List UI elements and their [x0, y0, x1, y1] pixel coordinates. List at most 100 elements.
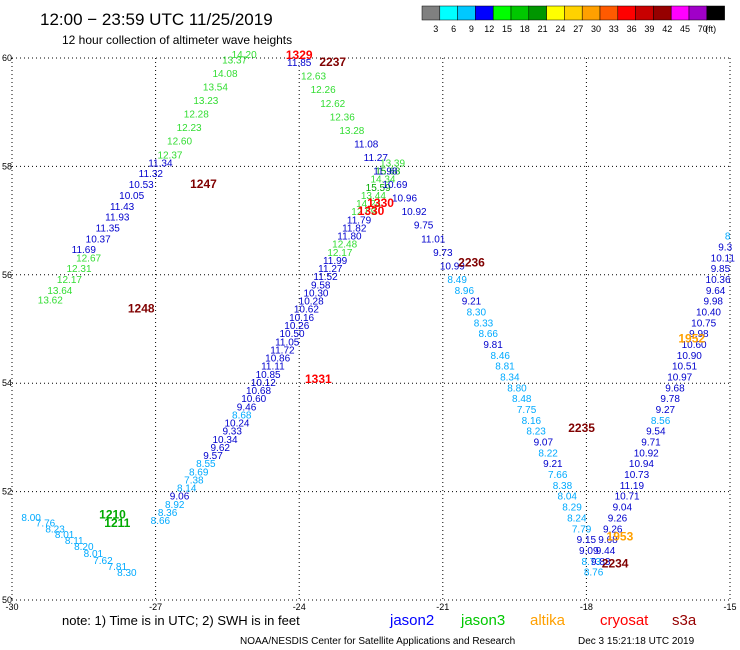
swh-value-label: 8 [725, 232, 731, 243]
swh-value-label: 8.55 [196, 459, 216, 470]
scale-swatch [510, 5, 530, 21]
swh-value-label: 9.33 [222, 427, 242, 438]
swh-value-label: 8.81 [495, 362, 515, 373]
swh-labels: 8.007.768.238.018.118.208.017.627.818.30… [21, 50, 735, 579]
swh-value-label: 10.92 [634, 448, 659, 459]
legend-s3a: s3a [672, 612, 697, 629]
swh-value-label: 12.31 [66, 264, 91, 275]
swh-value-label: 11.99 [323, 256, 348, 267]
swh-value-label: 9.85 [711, 264, 731, 275]
swh-value-label: 8.33 [474, 318, 494, 329]
swh-value-label: 13.23 [193, 96, 218, 107]
swh-value-label: 9.3 [718, 242, 732, 253]
swh-value-label: 10.96 [392, 194, 417, 205]
swh-value-label: 12.26 [311, 85, 336, 96]
swh-value-label: 8.48 [512, 394, 532, 405]
swh-value-label: 9.98 [704, 297, 724, 308]
swh-value-label: 8.04 [558, 492, 578, 503]
swh-value-label: 11.85 [287, 58, 312, 69]
swh-value-label: 8.73 [581, 557, 601, 568]
x-tick-label: -15 [723, 602, 736, 612]
swh-value-label: 8.11 [65, 536, 84, 547]
swh-value-label: 10.36 [706, 275, 731, 286]
swh-value-label: 10.90 [677, 351, 702, 362]
chart-title: 12:00 − 23:59 UTC 11/25/2019 [40, 10, 273, 29]
swh-value-label: 12.17 [327, 248, 352, 259]
swh-value-label: 10.71 [615, 492, 640, 503]
swh-value-label: 11.43 [110, 202, 135, 213]
swh-value-label: 12.28 [184, 110, 209, 121]
scale-swatch [653, 5, 672, 21]
swh-value-label: 8.01 [84, 549, 104, 560]
pass-time-label: 1248 [128, 302, 155, 316]
swh-value-label: 10.05 [119, 191, 144, 202]
swh-value-label: 10.37 [86, 234, 111, 245]
swh-value-label: 11.05 [275, 337, 300, 348]
scale-label: 39 [644, 24, 654, 34]
swh-value-label: 8.29 [562, 503, 582, 514]
swh-value-label: 11.01 [421, 234, 446, 245]
pass-time-label: 1952 [678, 332, 705, 346]
swh-value-label: 8.34 [500, 372, 520, 383]
swh-value-label: 8.23 [45, 524, 65, 535]
swh-value-label: 11.79 [347, 215, 372, 226]
swh-value-label: 13.44 [361, 191, 386, 202]
pass-time-label: 2237 [319, 55, 346, 69]
scale-swatch [617, 5, 636, 21]
swh-value-label: 10.97 [667, 372, 692, 383]
swh-value-label: 8.66 [479, 329, 499, 340]
swh-value-label: 8.24 [567, 513, 587, 524]
swh-value-label: 8.30 [467, 307, 487, 318]
swh-value-label: 9.21 [543, 459, 563, 470]
swh-value-label: 7.62 [93, 556, 113, 567]
y-tick-label: 52 [2, 487, 12, 497]
swh-value-label: 9.21 [462, 297, 482, 308]
swh-value-label: 10.24 [224, 419, 249, 430]
swh-value-label: 12.17 [57, 275, 82, 286]
swh-value-label: 8.96 [455, 286, 475, 297]
axis-ticks: -30 -27 -24 -21 -18 -15 50 52 54 56 58 60 [2, 53, 737, 612]
footer-timestamp: Dec 3 15:21:18 UTC 2019 [578, 636, 695, 647]
swh-value-label: 10.30 [303, 288, 328, 299]
swh-value-label: 8.01 [55, 530, 75, 541]
scale-swatch [439, 5, 458, 21]
swh-value-label: 11.08 [354, 139, 379, 150]
swh-value-label: 11.80 [337, 232, 362, 243]
swh-value-label: 10.12 [251, 378, 276, 389]
swh-value-label: 8.14 [177, 484, 197, 495]
swh-value-label: 11.93 [105, 213, 130, 224]
y-tick-label: 54 [2, 378, 12, 388]
swh-value-label: 7.81 [108, 562, 128, 573]
swh-value-label: 15.59 [366, 183, 391, 194]
swh-value-label: 10.99 [440, 261, 465, 272]
pass-time-label: 2234 [602, 556, 629, 570]
pass-time-label: 1247 [190, 177, 217, 191]
scale-label: 21 [538, 24, 548, 34]
swh-value-label: 7.75 [517, 405, 537, 416]
swh-value-label: 9.26 [608, 513, 628, 524]
swh-value-label: 11.35 [96, 223, 121, 234]
swh-value-label: 12.48 [332, 240, 357, 251]
swh-value-label: 8.46 [491, 351, 511, 362]
scale-label: 33 [609, 24, 619, 34]
swh-value-label: 10.16 [289, 313, 314, 324]
swh-value-label: 9.54 [646, 427, 666, 438]
scale-label: 18 [520, 24, 530, 34]
swh-value-label: 9.98 [689, 329, 709, 340]
satellite-legend: jason2 jason3 altika cryosat s3a [389, 612, 697, 629]
swh-value-label: 8.69 [189, 467, 209, 478]
scale-swatch [688, 5, 708, 21]
legend-jason3: jason3 [460, 612, 505, 629]
swh-value-label: 8.80 [507, 383, 527, 394]
pass-time-label: 1210 [99, 508, 126, 522]
scale-swatch [421, 5, 441, 21]
swh-value-label: 10.60 [682, 340, 707, 351]
x-tick-label: -27 [149, 602, 162, 612]
swh-value-label: 7.76 [36, 518, 56, 529]
swh-value-label: 11.69 [72, 245, 97, 256]
swh-value-label: 10.51 [672, 362, 697, 373]
scale-label: 27 [573, 24, 583, 34]
swh-value-label: 9.15 [577, 535, 597, 546]
swh-value-label: 11.11 [261, 362, 285, 373]
